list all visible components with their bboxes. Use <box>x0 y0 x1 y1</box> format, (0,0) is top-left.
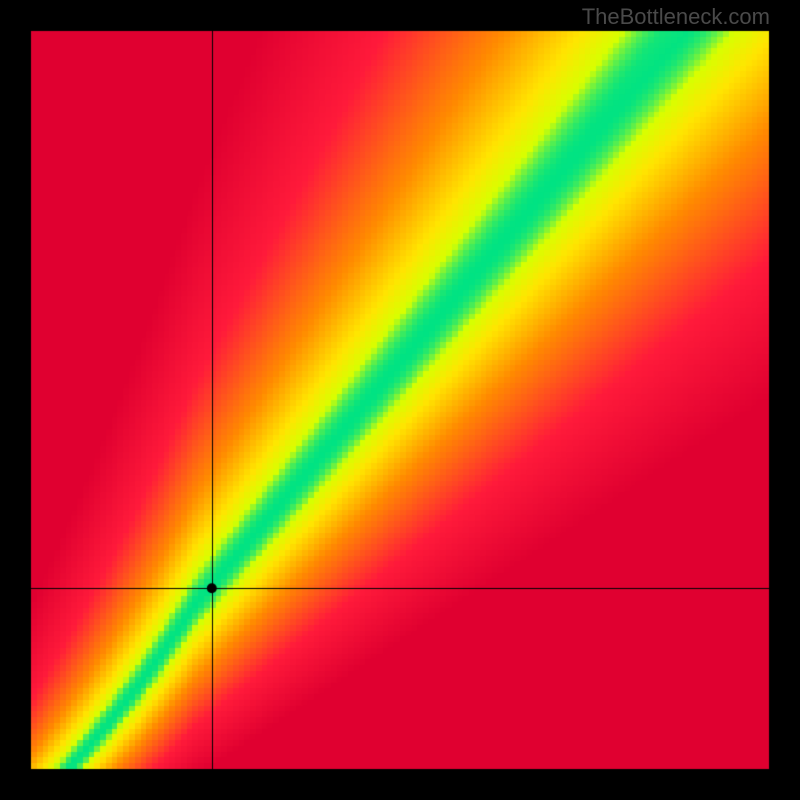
bottleneck-heatmap <box>0 0 800 800</box>
watermark-text: TheBottleneck.com <box>582 4 770 30</box>
chart-container: { "canvas": { "width": 800, "height": 80… <box>0 0 800 800</box>
